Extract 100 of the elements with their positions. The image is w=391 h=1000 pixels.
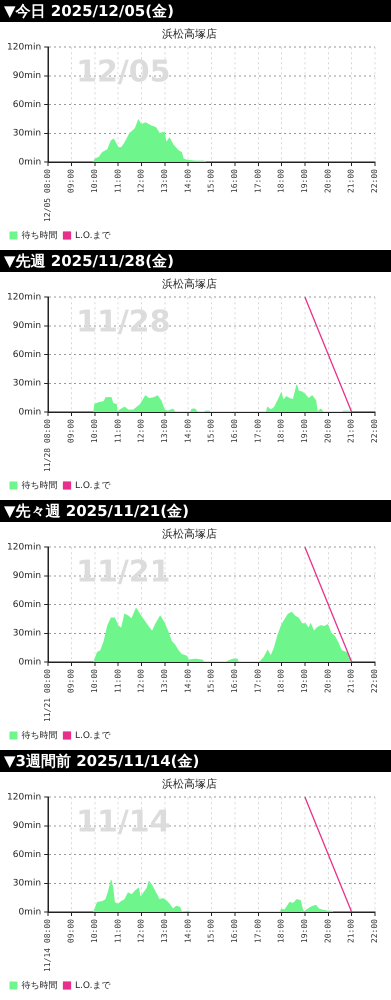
y-tick-label: 0min <box>18 657 42 668</box>
annotation: 11/14 <box>76 804 171 840</box>
y-tick-label: 30min <box>12 878 42 889</box>
x-tick-label: 16:00 <box>230 668 239 694</box>
x-tick-label: 12:00 <box>136 918 146 944</box>
y-tick-label: 90min <box>12 321 42 332</box>
x-tick-label: 09:00 <box>66 418 76 444</box>
y-tick-label: 120min <box>6 542 42 553</box>
x-tick-label: 14:00 <box>183 418 192 444</box>
x-tick-label: 18:00 <box>276 918 286 944</box>
x-tick-label: 11:00 <box>113 168 122 194</box>
legend-label: L.O.まで <box>75 230 112 241</box>
x-tick-label: 15:00 <box>206 168 216 194</box>
x-tick-label: 19:00 <box>300 918 310 944</box>
x-tick-label: 21:00 <box>346 418 356 444</box>
x-tick-label: 11:00 <box>113 918 122 944</box>
x-tick-label: 11/14 08:00 <box>43 918 52 972</box>
y-tick-label: 120min <box>6 42 42 53</box>
x-tick-label: 11:00 <box>113 668 122 694</box>
x-tick-label: 13:00 <box>160 168 169 194</box>
x-tick-label: 20:00 <box>323 668 332 694</box>
y-tick-label: 60min <box>12 350 42 360</box>
x-tick-label: 11/21 08:00 <box>43 668 52 722</box>
y-tick-label: 90min <box>12 71 42 82</box>
x-tick-label: 13:00 <box>160 668 169 694</box>
y-tick-label: 60min <box>12 100 42 110</box>
chart-title: ▼先週 2025/11/28(金) <box>0 250 391 272</box>
x-tick-label: 20:00 <box>323 918 332 944</box>
y-tick-label: 60min <box>12 850 42 860</box>
y-tick-label: 90min <box>12 821 42 832</box>
y-tick-label: 0min <box>18 407 42 418</box>
x-tick-label: 15:00 <box>206 668 216 694</box>
x-tick-label: 22:00 <box>370 418 380 444</box>
y-tick-label: 90min <box>12 571 42 582</box>
x-tick-label: 10:00 <box>90 418 99 444</box>
x-tick-label: 15:00 <box>206 418 216 444</box>
chart-subtitle: 浜松高塚店 <box>162 777 217 790</box>
x-tick-label: 12:00 <box>136 168 146 194</box>
x-tick-label: 17:00 <box>253 918 262 944</box>
x-tick-label: 18:00 <box>276 168 286 194</box>
x-tick-label: 09:00 <box>66 918 76 944</box>
x-tick-label: 11/28 08:00 <box>43 418 52 472</box>
y-tick-label: 30min <box>12 128 42 139</box>
x-tick-label: 16:00 <box>230 418 239 444</box>
annotation: 11/28 <box>76 304 171 340</box>
x-tick-label: 10:00 <box>90 668 99 694</box>
legend-label: L.O.まで <box>75 980 112 991</box>
x-tick-label: 19:00 <box>300 168 310 194</box>
y-tick-label: 60min <box>12 600 42 610</box>
x-tick-label: 13:00 <box>160 918 169 944</box>
chart-subtitle: 浜松高塚店 <box>162 527 217 540</box>
x-tick-label: 15:00 <box>206 918 216 944</box>
x-tick-label: 20:00 <box>323 168 332 194</box>
y-tick-label: 30min <box>12 378 42 389</box>
x-tick-label: 22:00 <box>370 918 380 944</box>
x-tick-label: 11:00 <box>113 418 122 444</box>
x-tick-label: 10:00 <box>90 918 99 944</box>
x-tick-label: 22:00 <box>370 668 380 694</box>
chart-title: ▼3週間前 2025/11/14(金) <box>0 750 391 772</box>
annotation: 11/21 <box>76 554 171 590</box>
x-tick-label: 22:00 <box>370 168 380 194</box>
y-tick-label: 0min <box>18 157 42 168</box>
x-tick-label: 16:00 <box>230 168 239 194</box>
x-tick-label: 10:00 <box>90 168 99 194</box>
chart-title: ▼先々週 2025/11/21(金) <box>0 500 391 522</box>
x-tick-label: 17:00 <box>253 418 262 444</box>
x-tick-label: 21:00 <box>346 918 356 944</box>
x-tick-label: 18:00 <box>276 418 286 444</box>
x-tick-label: 13:00 <box>160 418 169 444</box>
x-tick-label: 09:00 <box>66 168 76 194</box>
x-tick-label: 14:00 <box>183 168 192 194</box>
x-tick-label: 12:00 <box>136 418 146 444</box>
x-tick-label: 12:00 <box>136 668 146 694</box>
x-tick-label: 17:00 <box>253 168 262 194</box>
chart-subtitle: 浜松高塚店 <box>162 27 217 40</box>
x-tick-label: 21:00 <box>346 668 356 694</box>
legend-label: 待ち時間 <box>22 730 58 741</box>
legend-label: 待ち時間 <box>22 230 58 241</box>
annotation: 12/05 <box>76 54 171 90</box>
y-tick-label: 30min <box>12 628 42 639</box>
legend-label: L.O.まで <box>75 480 112 491</box>
y-tick-label: 0min <box>18 907 42 918</box>
x-tick-label: 21:00 <box>346 168 356 194</box>
chart-subtitle: 浜松高塚店 <box>162 277 217 290</box>
y-tick-label: 120min <box>6 792 42 803</box>
x-tick-label: 19:00 <box>300 668 310 694</box>
y-tick-label: 120min <box>6 292 42 303</box>
x-tick-label: 18:00 <box>276 668 286 694</box>
legend-label: L.O.まで <box>75 730 112 741</box>
x-tick-label: 17:00 <box>253 668 262 694</box>
x-tick-label: 12/05 08:00 <box>43 168 52 222</box>
chart-title: ▼今日 2025/12/05(金) <box>0 0 391 22</box>
legend-label: 待ち時間 <box>22 980 58 991</box>
x-tick-label: 14:00 <box>183 668 192 694</box>
x-tick-label: 20:00 <box>323 418 332 444</box>
x-tick-label: 19:00 <box>300 418 310 444</box>
x-tick-label: 16:00 <box>230 918 239 944</box>
x-tick-label: 09:00 <box>66 668 76 694</box>
legend-label: 待ち時間 <box>22 480 58 491</box>
x-tick-label: 14:00 <box>183 918 192 944</box>
